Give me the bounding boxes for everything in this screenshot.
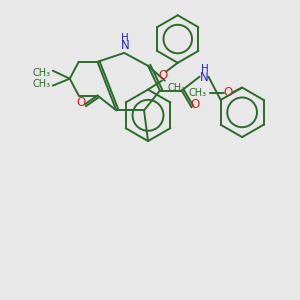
Text: O: O bbox=[76, 96, 85, 109]
Text: CH₃: CH₃ bbox=[33, 68, 51, 78]
Text: H: H bbox=[122, 33, 129, 43]
Text: O: O bbox=[224, 86, 233, 99]
Text: N: N bbox=[121, 40, 130, 52]
Text: O: O bbox=[190, 98, 199, 111]
Text: O: O bbox=[158, 69, 167, 82]
Text: H: H bbox=[201, 64, 208, 74]
Text: CH₃: CH₃ bbox=[168, 82, 186, 93]
Text: CH₃: CH₃ bbox=[33, 79, 51, 88]
Text: CH₃: CH₃ bbox=[188, 88, 206, 98]
Text: N: N bbox=[200, 71, 209, 84]
